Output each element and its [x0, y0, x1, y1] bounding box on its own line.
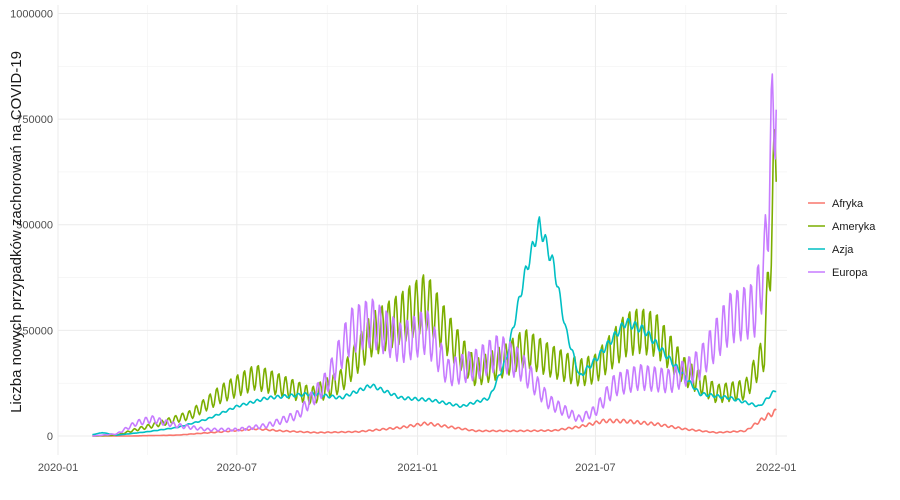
legend-label: Afryka	[832, 198, 864, 210]
y-tick-label: 500000	[16, 220, 53, 232]
series-line-1	[92, 408, 777, 437]
series-line-2	[92, 128, 777, 437]
x-tick-label: 2021-07	[575, 462, 615, 474]
series-line-4	[92, 73, 777, 437]
legend-label: Europa	[832, 267, 868, 279]
y-tick-label: 1000000	[10, 8, 53, 20]
x-tick-label: 2020-01	[38, 462, 78, 474]
minor-gridlines	[58, 5, 787, 455]
x-tick-label: 2020-07	[217, 462, 257, 474]
series-lines	[92, 73, 777, 437]
legend-label: Ameryka	[832, 221, 876, 233]
x-tick-label: 2021-01	[397, 462, 437, 474]
major-gridlines	[57, 5, 787, 455]
x-tick-label: 2022-01	[756, 462, 796, 474]
series-line-3	[92, 216, 777, 436]
y-tick-label: 250000	[16, 325, 53, 337]
y-axis-tick-labels: 0 250000 500000 750000 1000000	[10, 8, 53, 443]
y-axis-title: Liczba nowych przypadków zachorowań na C…	[8, 51, 25, 413]
x-axis-tick-labels: 2020-01 2020-07 2021-01 2021-07 2022-01	[38, 462, 797, 474]
y-tick-label: 0	[47, 431, 53, 443]
legend-label: Azja	[832, 244, 854, 256]
y-tick-label: 750000	[16, 114, 53, 126]
legend: Afryka Ameryka Azja Europa	[808, 198, 876, 279]
